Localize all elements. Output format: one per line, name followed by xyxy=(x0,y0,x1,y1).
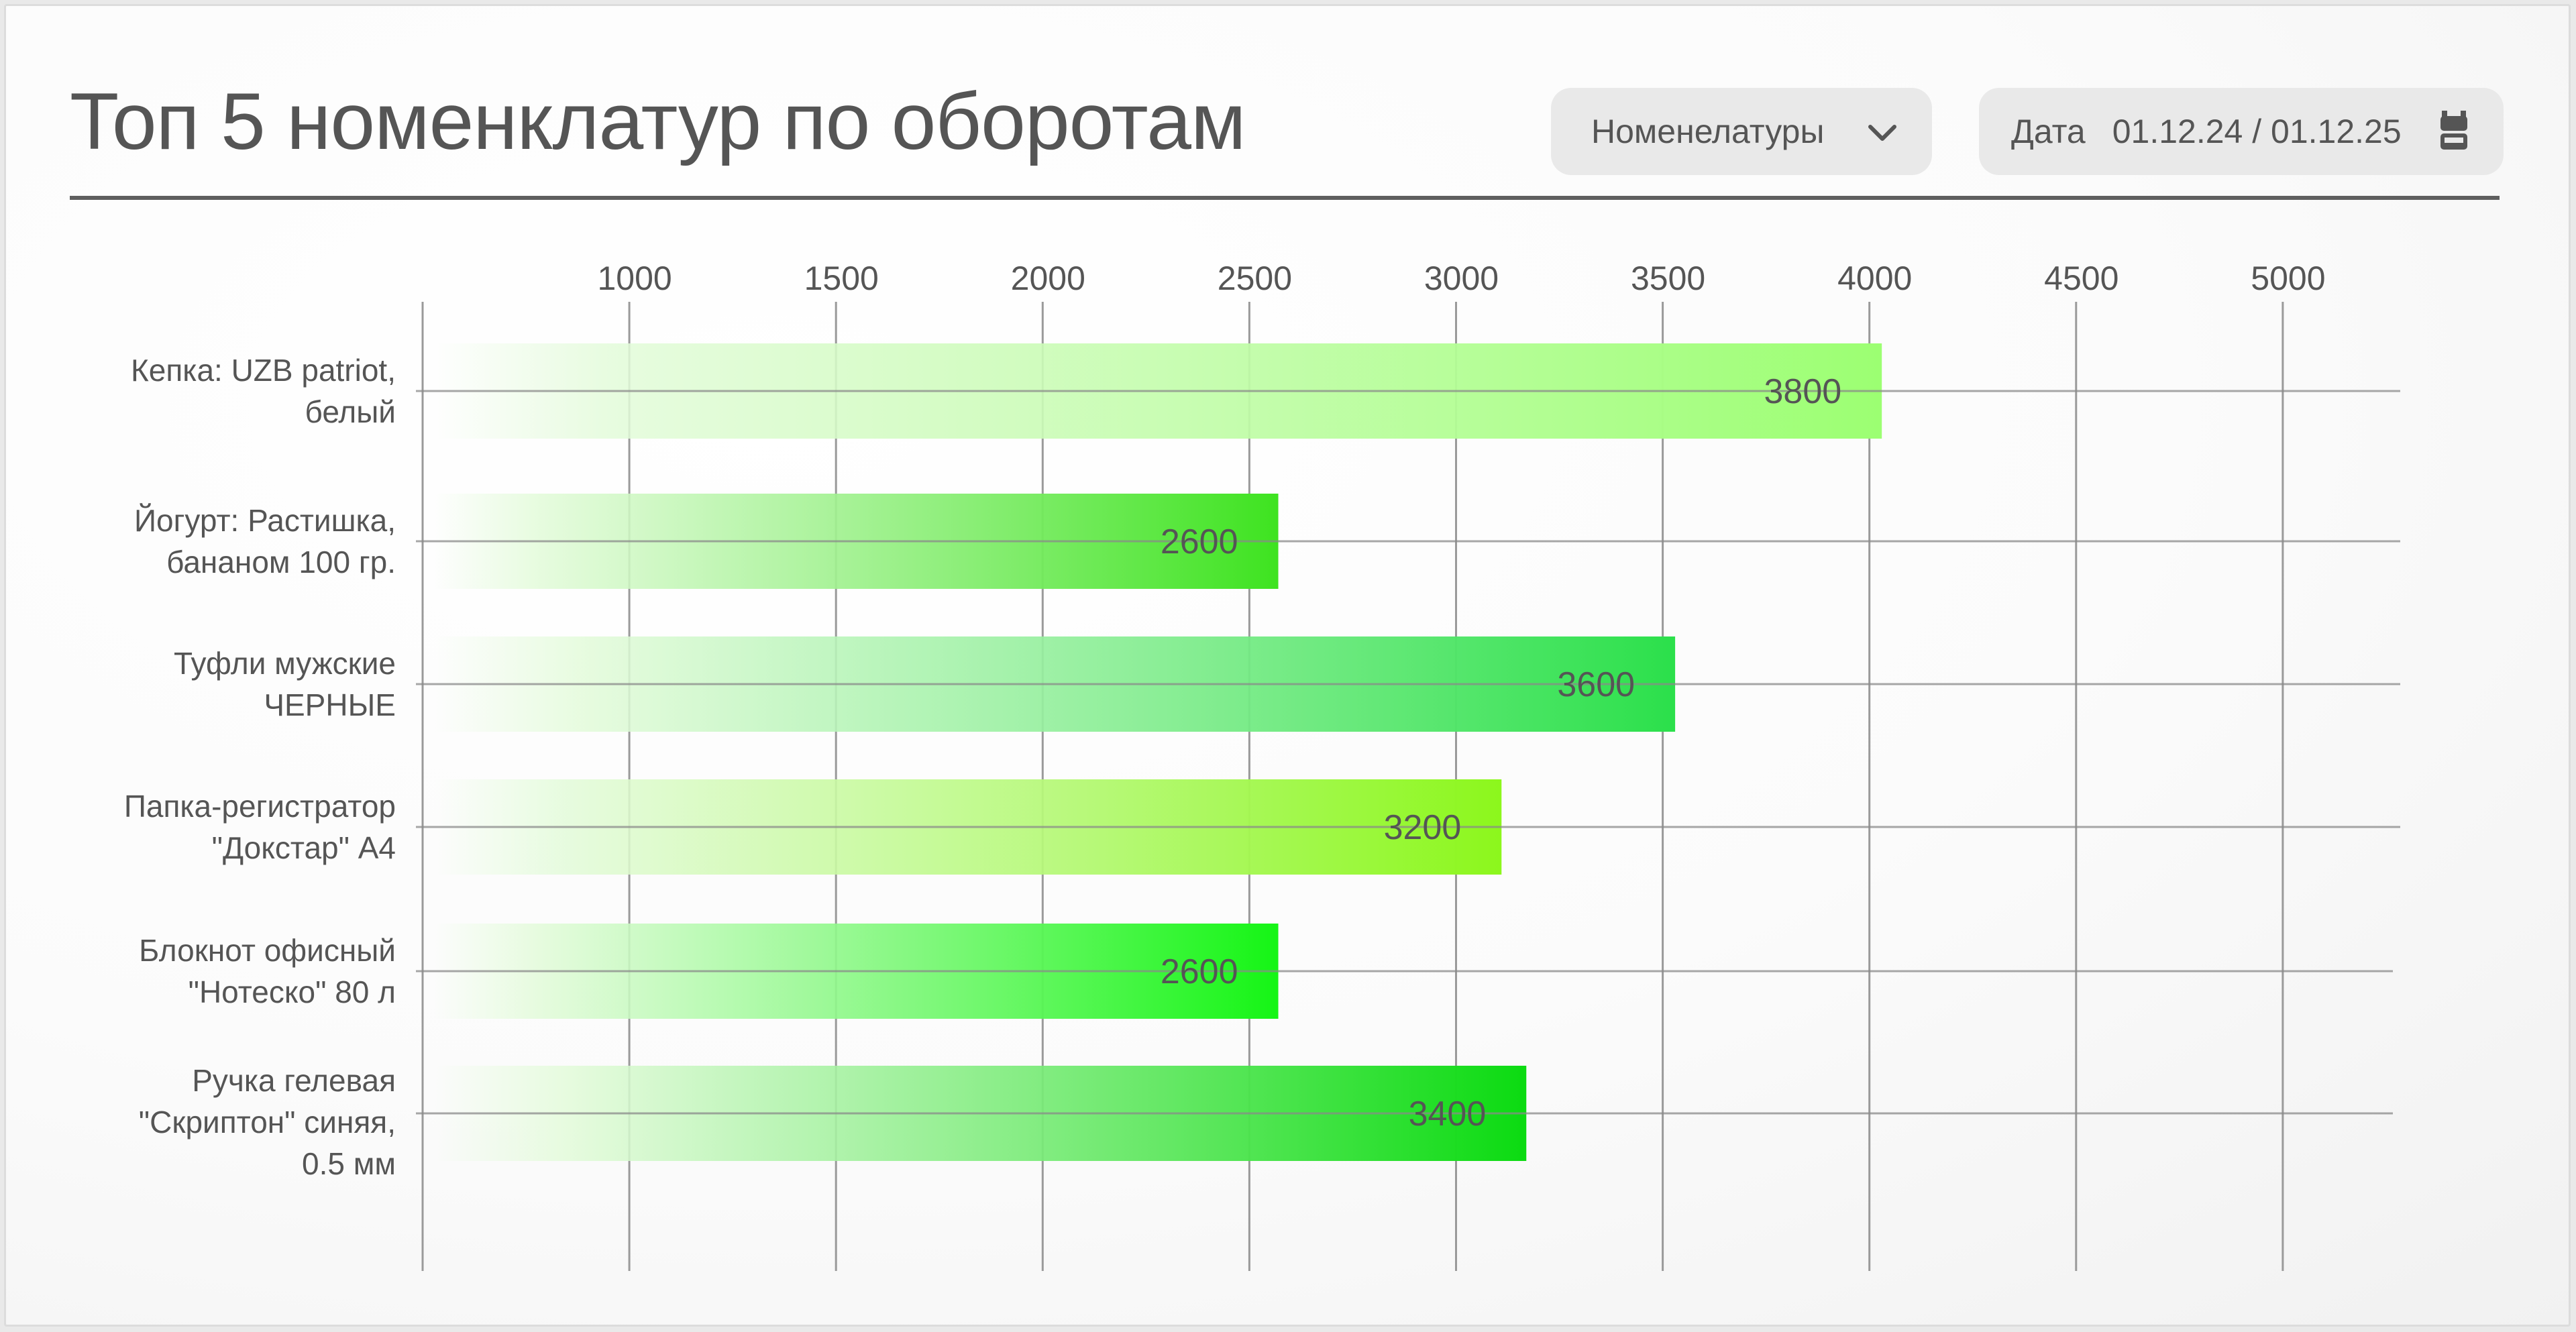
category-label-line: Йогурт: Растишка, xyxy=(133,503,396,538)
category-label-line: Блокнот офисный xyxy=(139,933,396,968)
calendar-icon[interactable] xyxy=(2438,111,2470,152)
date-range-value: 01.12.24 / 01.12.25 xyxy=(2112,113,2402,150)
category-label: Ручка гелевая "Скриптон" синяя, 0.5 мм xyxy=(139,1060,396,1184)
x-tick-label: 2500 xyxy=(1218,260,1292,297)
category-label-line: Ручка гелевая xyxy=(192,1063,396,1098)
bar-value-label: 2600 xyxy=(1161,522,1238,561)
category-label: Йогурт: Растишка, бананом 100 гр. xyxy=(134,500,396,583)
x-tick-label: 1000 xyxy=(597,260,672,297)
page-title: Топ 5 номенклатур по оборотам xyxy=(70,76,1246,166)
x-tick-label: 4000 xyxy=(1837,260,1912,297)
bar-value-label: 3200 xyxy=(1384,808,1462,847)
date-range-filter[interactable]: Дата 01.12.24 / 01.12.25 xyxy=(1979,88,2504,175)
category-label-line: ЧЕРНЫЕ xyxy=(264,687,396,722)
category-label: Кепка: UZB patriot, белый xyxy=(131,349,396,433)
bar-value-label: 3800 xyxy=(1764,372,1841,411)
category-label-line: бананом 100 гр. xyxy=(166,545,396,579)
category-label-line: "Докстар" А4 xyxy=(211,830,396,865)
category-label-line: "Нотеско" 80 л xyxy=(188,975,396,1009)
chevron-down-icon xyxy=(1868,125,1896,141)
category-label-line: 0.5 мм xyxy=(302,1146,396,1181)
bar-value-label: 2600 xyxy=(1161,952,1238,991)
category-label: Папка-регистратор "Докстар" А4 xyxy=(124,785,396,869)
category-label: Туфли мужские ЧЕРНЫЕ xyxy=(174,643,396,726)
x-tick-label: 5000 xyxy=(2251,260,2325,297)
x-tick-label: 3500 xyxy=(1631,260,1705,297)
category-label-line: Кепка: UZB patriot, xyxy=(131,353,396,388)
x-tick-label: 3000 xyxy=(1424,260,1499,297)
category-label-line: "Скриптон" синяя, xyxy=(138,1105,396,1140)
x-tick-label: 4500 xyxy=(2044,260,2118,297)
bar-value-label: 3600 xyxy=(1557,665,1635,704)
header-divider xyxy=(70,196,2500,200)
x-tick-label: 2000 xyxy=(1011,260,1085,297)
date-filter-label: Дата xyxy=(2011,113,2086,150)
category-label-line: Туфли мужские xyxy=(174,646,396,681)
category-label-line: белый xyxy=(305,394,396,429)
category-label-line: Папка-регистратор xyxy=(123,789,396,824)
bar-value-label: 3400 xyxy=(1409,1095,1487,1133)
category-label: Блокнот офисный "Нотеско" 80 л xyxy=(139,930,396,1013)
x-tick-label: 1500 xyxy=(804,260,879,297)
nomenclature-dropdown[interactable]: Номенелатуры xyxy=(1551,88,1932,175)
nomenclature-dropdown-label: Номенелатуры xyxy=(1591,113,1825,150)
